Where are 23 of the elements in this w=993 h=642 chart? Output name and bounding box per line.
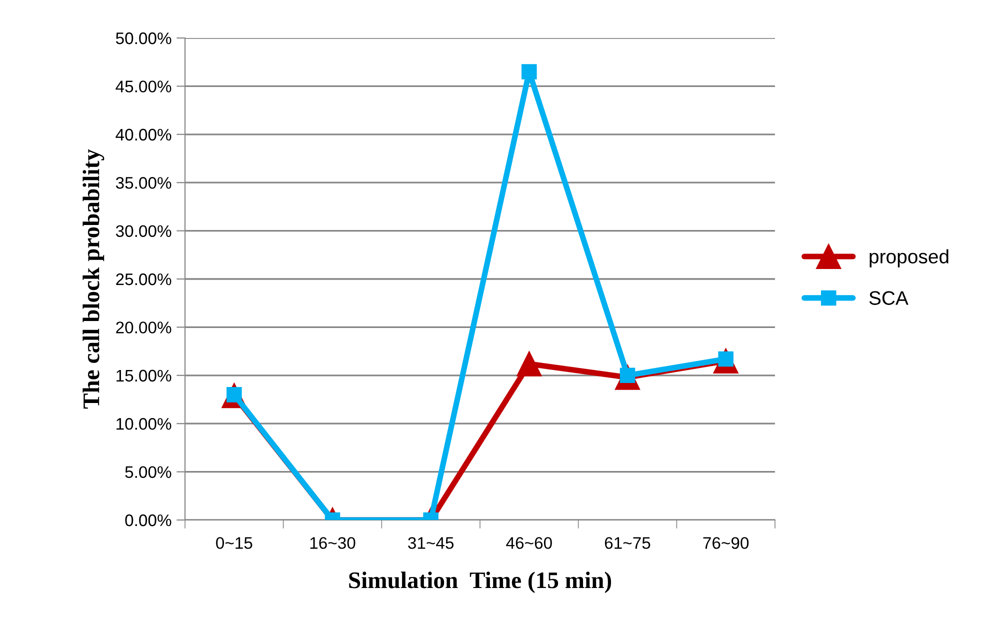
y-tick-label: 10.00% <box>116 418 172 430</box>
y-tick-label: 50.00% <box>116 32 172 44</box>
y-tick-label: 30.00% <box>116 225 172 238</box>
point <box>522 64 537 80</box>
x-axis-title: Simulation Time (15 min) <box>349 572 612 594</box>
y-tick-label: 15.00% <box>116 370 172 382</box>
y-tick-label: 20.00% <box>116 322 172 334</box>
legend-label: SCA <box>869 291 908 305</box>
y-axis-title: The call block probability <box>82 149 104 409</box>
x-tick-label: 61~75 <box>604 537 650 549</box>
point <box>516 351 542 376</box>
x-tick-label: 76~90 <box>703 537 749 549</box>
y-tick-label: 25.00% <box>116 273 172 286</box>
x-tick-label: 0~15 <box>216 537 252 549</box>
x-tick-label: 16~30 <box>310 537 356 549</box>
y-tick-label: 35.00% <box>116 177 172 189</box>
y-tick-label: 5.00% <box>125 466 172 478</box>
legend-label: proposed <box>870 249 948 268</box>
y-tick-label: 45.00% <box>116 80 172 92</box>
y-tick-label: 40.00% <box>116 128 172 141</box>
y-tick-label: 0.00% <box>125 514 172 526</box>
x-tick-label: 31~45 <box>408 537 454 549</box>
x-tick-label: 46~60 <box>506 537 552 549</box>
